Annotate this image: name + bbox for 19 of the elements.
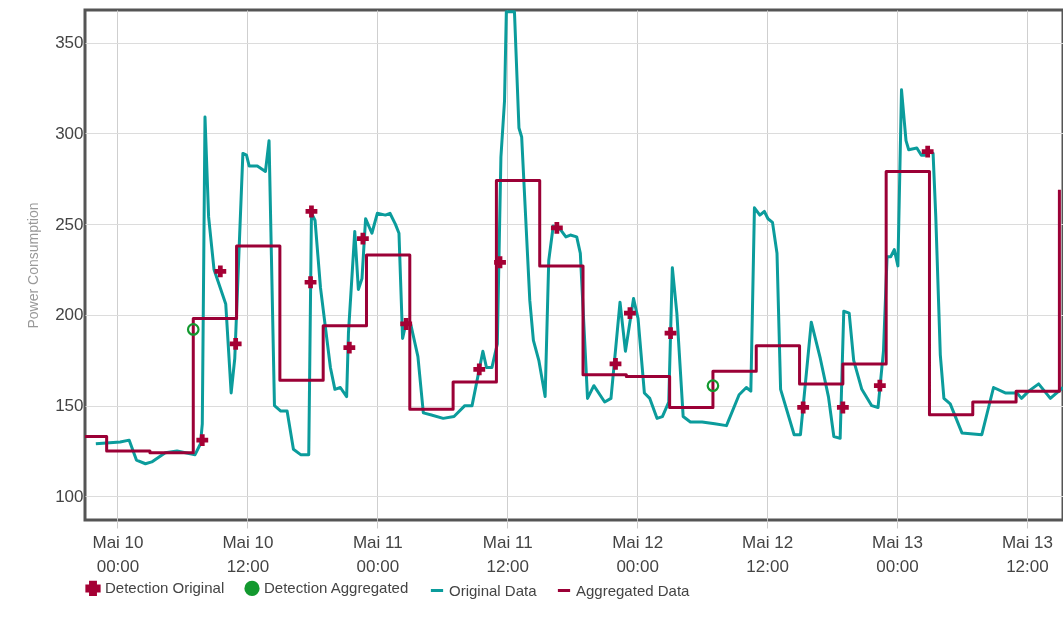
y-axis-title: Power Consumption bbox=[25, 202, 42, 329]
y-tick-label: 250 bbox=[55, 214, 84, 234]
x-tick-label: Mai 10 00:00 bbox=[92, 532, 144, 576]
legend-label: Original Data bbox=[449, 581, 538, 599]
y-tick-label: 150 bbox=[55, 396, 84, 416]
y-tick-label: 300 bbox=[55, 123, 84, 143]
legend-label: Detection Original bbox=[105, 579, 225, 597]
y-tick-label: 200 bbox=[55, 305, 84, 325]
x-tick-label: Mai 13 12:00 bbox=[1001, 532, 1053, 576]
legend-label: Detection Aggregated bbox=[264, 579, 409, 597]
legend-label: Aggregated Data bbox=[576, 581, 691, 599]
y-tick-label: 100 bbox=[55, 486, 84, 506]
x-tick-label: Mai 13 00:00 bbox=[871, 532, 924, 576]
x-tick-label: Mai 11 12:00 bbox=[482, 532, 533, 576]
y-tick-label: 350 bbox=[55, 33, 84, 53]
x-tick-label: Mai 12 00:00 bbox=[612, 532, 664, 576]
x-tick-label: Mai 10 12:00 bbox=[222, 532, 274, 576]
x-tick-label: Mai 12 12:00 bbox=[742, 532, 794, 576]
x-tick-label: Mai 11 00:00 bbox=[352, 532, 403, 576]
